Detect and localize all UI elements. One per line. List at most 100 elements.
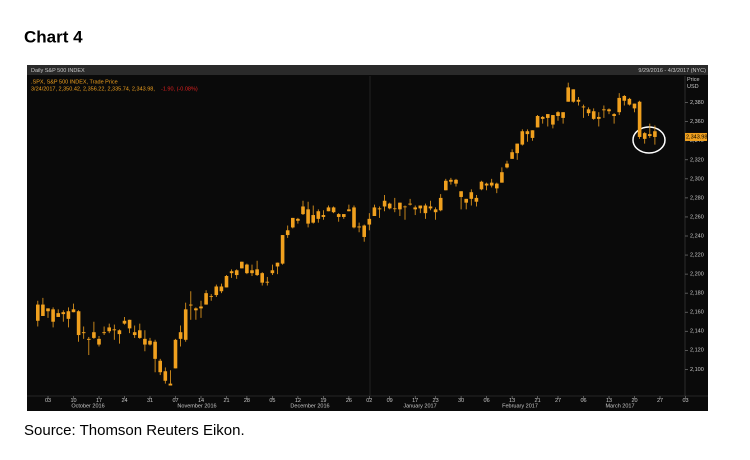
candle-body — [76, 311, 81, 336]
candle-body — [653, 131, 657, 137]
y-tick-label: 2,260 — [690, 214, 704, 220]
candle-body — [428, 206, 433, 209]
candle-body — [464, 198, 468, 203]
candle-body — [92, 332, 96, 338]
candle-body — [413, 207, 417, 210]
candle-body — [576, 99, 581, 102]
candle-body — [515, 143, 519, 154]
x-tick-label: 27 — [555, 398, 561, 404]
candle-body — [291, 217, 295, 228]
candle-body — [591, 111, 596, 119]
x-tick-label: 03 — [45, 398, 51, 404]
candle-body — [510, 152, 514, 159]
candle-body — [352, 207, 356, 228]
candle-body — [342, 214, 346, 217]
candle-body — [602, 109, 606, 111]
candle-body — [612, 114, 616, 116]
candle-body — [449, 179, 453, 182]
candle-body — [408, 203, 412, 205]
candle-body — [535, 116, 540, 128]
y-tick-label: 2,320 — [690, 157, 704, 163]
candle-body — [178, 332, 183, 339]
candle-body — [326, 207, 331, 212]
candle-body — [285, 230, 290, 236]
candle-body — [56, 313, 60, 317]
x-tick-label: 06 — [484, 398, 490, 404]
y-tick-label: 2,220 — [690, 253, 704, 259]
legend-change: -1.90, (-0.08%) — [161, 86, 198, 92]
candle-body — [311, 215, 315, 223]
candle-body — [66, 311, 71, 319]
x-tick-label: 23 — [433, 398, 439, 404]
candle-body — [571, 89, 576, 102]
candle-body — [153, 341, 157, 359]
axis-label-box: Price USD — [687, 77, 700, 90]
x-tick-label: 07 — [172, 398, 178, 404]
x-tick-label: 12 — [295, 398, 301, 404]
month-label: October 2016 — [71, 403, 104, 409]
candle-body — [423, 205, 428, 214]
candle-body — [36, 304, 40, 321]
candle-body — [546, 114, 550, 118]
candle-body — [500, 172, 504, 183]
candle-body — [637, 101, 642, 137]
candle-body — [46, 308, 50, 312]
y-tick-label: 2,280 — [690, 195, 704, 201]
plot: 2,100 2,120 2,140 2,160 2,180 2,200 2,220 2,240… — [36, 82, 707, 404]
candle-body — [454, 179, 458, 184]
candle-body — [168, 383, 173, 386]
x-tick-label: 02 — [366, 398, 372, 404]
candle-body — [255, 269, 259, 276]
month-label: February 2017 — [502, 403, 538, 409]
candle-body — [229, 271, 234, 274]
candle-body — [250, 270, 254, 274]
y-tick-label: 2,360 — [690, 119, 704, 125]
candle-body — [495, 183, 499, 189]
candle-body — [362, 225, 366, 237]
candle-body — [505, 163, 509, 168]
candle-body — [107, 327, 111, 332]
candle-body — [194, 308, 198, 311]
y-tick-label: 2,120 — [690, 348, 704, 354]
candle-body — [245, 264, 249, 274]
x-tick-label: 31 — [147, 398, 153, 404]
month-label: January 2017 — [403, 403, 436, 409]
page-title: Chart 4 — [24, 27, 83, 46]
x-tick-label: 21 — [223, 398, 229, 404]
candle-body — [61, 312, 66, 315]
x-tick-label: 09 — [387, 398, 393, 404]
candle-body — [489, 182, 494, 186]
candle-body — [158, 360, 162, 373]
month-label: December 2016 — [290, 403, 329, 409]
candle-body — [321, 215, 326, 217]
candle-body — [224, 276, 229, 288]
last-price-label: 2,343.98 — [686, 134, 707, 140]
axis-label: Price USD — [687, 77, 700, 90]
candle-body — [132, 332, 137, 336]
candle-body — [551, 115, 555, 125]
candle-body — [556, 112, 560, 116]
chart-header-bar — [27, 65, 708, 75]
candle-body — [367, 218, 372, 225]
y-tick-label: 2,340 — [690, 138, 704, 144]
candle-body — [525, 131, 530, 135]
candle-body — [280, 235, 285, 264]
x-tick-label: 24 — [121, 398, 127, 404]
candle-body — [71, 309, 76, 313]
candle-body — [214, 286, 219, 296]
candle-body — [97, 338, 101, 345]
x-tick-label: 03 — [682, 398, 688, 404]
candle-body — [102, 332, 106, 334]
candle-body — [530, 130, 535, 138]
candle-body — [540, 116, 545, 119]
month-label: November 2016 — [177, 403, 216, 409]
y-tick-label: 2,240 — [690, 233, 704, 239]
candle-body — [347, 209, 351, 212]
source-note: Source: Thomson Reuters Eikon. — [24, 422, 245, 439]
candle-body — [51, 309, 55, 322]
candle-body — [469, 192, 474, 199]
candle-body — [296, 218, 300, 221]
candle-body — [138, 330, 142, 338]
date-range: 9/29/2016 - 4/3/2017 (NYC) — [638, 68, 706, 74]
